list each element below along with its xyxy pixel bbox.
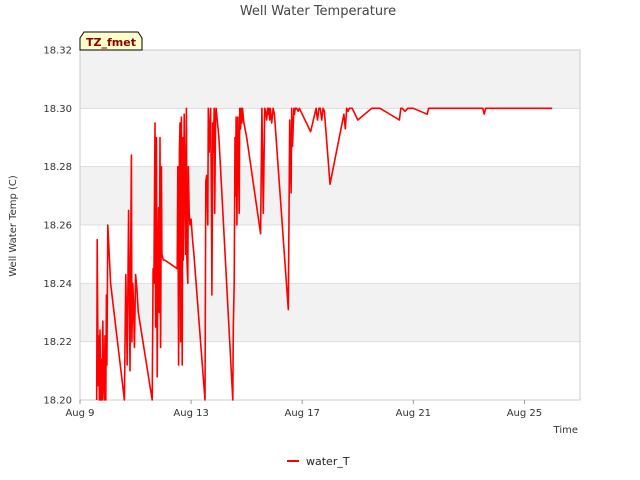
series-layer bbox=[95, 107, 553, 401]
series-line-water_T bbox=[95, 107, 553, 401]
x-tick-label: Aug 13 bbox=[173, 408, 208, 419]
x-tick-label: Aug 21 bbox=[396, 408, 431, 419]
y-tick-label: 18.22 bbox=[43, 337, 72, 348]
chart-title: Well Water Temperature bbox=[240, 4, 396, 19]
badge-label: TZ_fmet bbox=[86, 36, 136, 49]
y-tick-label: 18.28 bbox=[43, 162, 72, 173]
grid-band bbox=[80, 108, 580, 167]
y-axis-ticks: 18.20 18.22 18.24 18.26 18.28 18.30 18.32 bbox=[43, 46, 72, 407]
badge-shape bbox=[79, 31, 143, 51]
legend-label: water_T bbox=[306, 455, 350, 468]
x-axis-ticks: Aug 9 Aug 13 Aug 17 Aug 21 Aug 25 bbox=[65, 400, 542, 419]
legend: water_T bbox=[287, 455, 350, 468]
grid-band bbox=[80, 225, 580, 284]
y-tick-label: 18.26 bbox=[43, 221, 72, 232]
y-tick-label: 18.20 bbox=[43, 396, 72, 407]
y-tick-label: 18.32 bbox=[43, 46, 72, 57]
grid-band bbox=[80, 341, 580, 400]
y-tick-label: 18.30 bbox=[43, 104, 72, 115]
x-tick-label: Aug 9 bbox=[65, 408, 94, 419]
y-tick-label: 18.24 bbox=[43, 279, 72, 290]
plot-area bbox=[79, 49, 581, 401]
x-tick-label: Aug 17 bbox=[285, 408, 320, 419]
grid-band bbox=[80, 283, 580, 342]
grid-band bbox=[80, 50, 580, 109]
x-axis-label: Time bbox=[553, 425, 578, 436]
station-badge: TZ_fmet bbox=[79, 31, 143, 51]
y-axis-label: Well Water Temp (C) bbox=[8, 175, 19, 277]
x-tick-label: Aug 25 bbox=[507, 408, 542, 419]
